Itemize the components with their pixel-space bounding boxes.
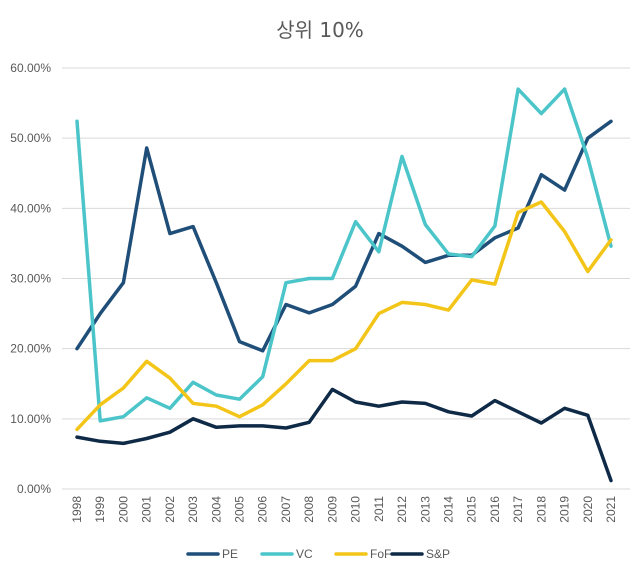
x-tick-label: 2006 — [256, 496, 270, 523]
legend-label: PE — [222, 547, 238, 561]
chart-title: 상위 10% — [276, 18, 364, 42]
x-tick-label: 2020 — [581, 496, 595, 523]
x-tick-label: 2004 — [209, 496, 223, 523]
legend-label: S&P — [426, 547, 450, 561]
x-tick-label: 2018 — [534, 496, 548, 523]
x-tick-label: 2003 — [186, 496, 200, 523]
legend: PE VC FoF S&P — [186, 547, 450, 561]
x-tick-label: 2000 — [116, 496, 130, 523]
series-line-sp — [75, 387, 613, 483]
x-tick-label: 2015 — [465, 496, 479, 523]
series-line-pe — [75, 119, 613, 353]
x-tick-label: 1998 — [70, 496, 84, 523]
x-tick-label: 1999 — [93, 496, 107, 523]
y-tick-label: 60.00% — [10, 61, 51, 75]
series-lines — [75, 87, 613, 483]
legend-label: FoF — [370, 547, 391, 561]
x-tick-label: 2005 — [233, 496, 247, 523]
y-tick-label: 10.00% — [10, 412, 51, 426]
x-tick-label: 2002 — [163, 496, 177, 523]
y-tick-label: 20.00% — [10, 342, 51, 356]
series-line-vc — [75, 87, 613, 423]
legend-label: VC — [296, 547, 313, 561]
gridlines — [62, 67, 630, 490]
x-tick-label: 2017 — [511, 496, 525, 523]
x-tick-label: 2012 — [395, 496, 409, 523]
x-tick-label: 2007 — [279, 496, 293, 523]
x-axis-tick-labels: 1998 1999 2000 2001 2002 2003 2004 2005 2006 2007… — [70, 496, 618, 523]
series-line-fof — [75, 200, 613, 432]
y-axis-tick-labels: 0.00% 10.00% 20.00% 30.00% 40.00% 50.00% 60.00… — [10, 61, 51, 496]
y-tick-label: 30.00% — [10, 272, 51, 286]
x-tick-label: 2021 — [604, 496, 618, 523]
x-tick-label: 2011 — [372, 496, 386, 522]
x-tick-label: 2010 — [349, 496, 363, 523]
x-tick-label: 2016 — [488, 496, 502, 523]
y-tick-label: 40.00% — [10, 201, 51, 215]
x-tick-label: 2001 — [140, 496, 154, 523]
x-tick-label: 2009 — [325, 496, 339, 523]
x-tick-label: 2013 — [418, 496, 432, 523]
y-tick-label: 0.00% — [17, 482, 51, 496]
x-tick-label: 2019 — [558, 496, 572, 523]
x-tick-label: 2008 — [302, 496, 316, 523]
y-tick-label: 50.00% — [10, 131, 51, 145]
x-tick-label: 2014 — [441, 496, 455, 523]
